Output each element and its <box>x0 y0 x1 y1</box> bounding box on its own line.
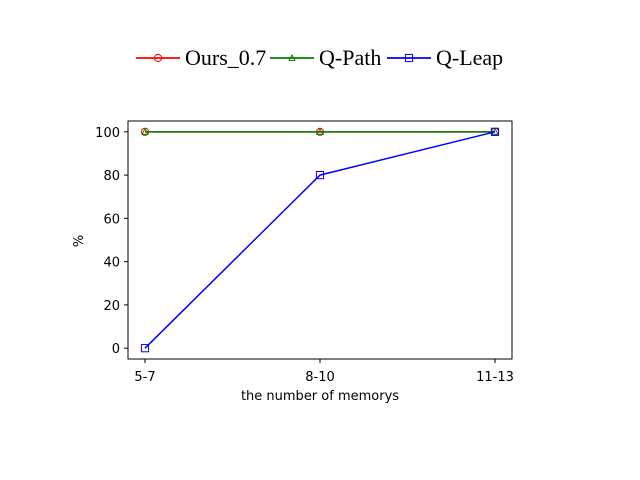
y-tick-label: 40 <box>103 256 120 271</box>
y-tick-label: 60 <box>103 212 120 227</box>
y-axis-label: % <box>72 235 87 247</box>
x-axis-label: the number of memorys <box>241 389 399 404</box>
y-tick-label: 80 <box>103 169 120 184</box>
legend-label-q-path: Q-Path <box>319 45 381 70</box>
x-tick-label: 11-13 <box>476 370 514 385</box>
y-tick-label: 100 <box>95 126 120 141</box>
legend-label-q-leap: Q-Leap <box>436 45 503 70</box>
y-tick-label: 0 <box>112 342 120 357</box>
plot-area <box>128 121 512 359</box>
x-tick-label: 5-7 <box>134 370 155 385</box>
legend-label-ours-0-7: Ours_0.7 <box>185 45 266 70</box>
legend: Ours_0.7 Q-Path Q-Leap <box>136 45 503 70</box>
y-tick-label: 20 <box>103 299 120 314</box>
x-tick-label: 8-10 <box>305 370 335 385</box>
